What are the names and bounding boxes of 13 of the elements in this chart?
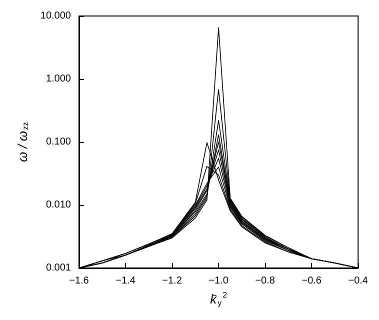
x-tick-label: −1.2 xyxy=(162,276,182,286)
x-tick-label: −1.0 xyxy=(208,276,229,286)
x-tick-label: −1.4 xyxy=(116,276,136,286)
x-tick-label: −0.4 xyxy=(348,276,368,286)
y-tick-label: 1.000 xyxy=(46,74,72,84)
y-tick-label: 0.010 xyxy=(46,200,72,210)
x-tick-label: −1.6 xyxy=(69,276,90,286)
x-tick-label: −0.6 xyxy=(302,276,322,286)
y-axis-title: ω / ωzz xyxy=(15,122,30,162)
y-tick-label: 10.000 xyxy=(40,10,72,22)
x-tick-label: −0.8 xyxy=(255,276,276,286)
y-tick-label: 0.100 xyxy=(46,136,72,148)
y-tick-label: 0.001 xyxy=(46,262,72,274)
